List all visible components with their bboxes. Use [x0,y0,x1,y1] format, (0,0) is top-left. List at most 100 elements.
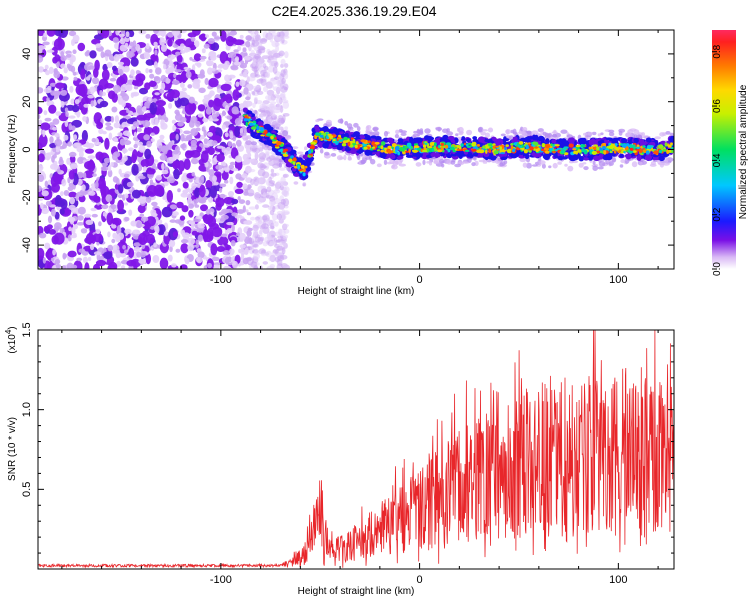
noise-blob [266,89,275,96]
signal-core [405,154,414,158]
noise-blob [41,207,49,215]
signal-halo [659,132,665,137]
noise-blob [242,47,247,53]
noise-blob [80,228,88,234]
signal-peak [638,148,643,154]
signal-peak [500,152,506,155]
noise-blob [203,129,207,137]
noise-blob [171,63,175,71]
noise-blob [243,220,249,225]
signal-halo [466,129,473,136]
signal-halo [370,158,376,165]
signal-halo [608,161,614,166]
signal-halo [250,141,257,146]
signal-peak [476,144,481,147]
noise-blob [282,173,289,178]
signal-peak [471,142,477,147]
noise-blob [68,182,74,187]
noise-blob [188,209,194,218]
signal-peak [449,146,455,151]
noise-blob [93,99,97,107]
signal-core [264,124,272,130]
noise-blob [182,181,189,189]
noise-blob [47,215,53,224]
noise-blob [116,225,121,233]
noise-blob [211,157,218,165]
noise-blob [58,158,64,166]
noise-blob [248,206,257,210]
noise-blob [268,241,277,246]
noise-blob [102,211,107,217]
noise-blob [82,256,88,264]
noise-blob [55,145,61,153]
noise-blob [38,153,45,163]
signal-core [503,136,507,143]
signal-halo [522,127,528,132]
noise-blob [149,179,154,186]
noise-blob [101,162,108,167]
noise-blob [71,39,75,46]
noise-blob [119,138,126,146]
signal-core [416,137,423,143]
noise-blob [135,73,146,83]
noise-blob [182,189,189,194]
noise-blob [117,93,121,102]
noise-blob [211,67,216,72]
noise-blob [239,34,244,39]
signal-halo [450,160,456,165]
noise-blob [126,109,130,114]
signal-peak [653,150,659,155]
signal-halo [597,166,604,170]
noise-blob [84,213,92,218]
noise-blob [168,102,173,109]
noise-blob [89,86,96,93]
noise-blob [173,73,177,79]
noise-blob [207,132,213,137]
noise-blob [235,81,240,87]
noise-blob [161,169,169,175]
noise-blob [107,244,114,252]
noise-blob [197,234,204,242]
signal-peak [523,149,528,154]
noise-blob [124,42,129,48]
signal-halo [428,161,433,166]
noise-blob [252,60,257,67]
noise-blob [225,93,233,104]
noise-blob [197,251,205,259]
noise-blob [46,97,50,102]
noise-blob [68,204,76,211]
noise-blob [243,87,249,95]
noise-blob [195,215,202,220]
signal-peak [397,151,401,156]
noise-blob [138,196,146,204]
noise-blob [75,193,79,202]
noise-blob [253,250,261,255]
noise-blob [207,216,217,227]
signal-halo [542,131,547,136]
noise-blob [270,172,277,177]
noise-blob [226,228,233,234]
noise-blob [38,87,44,94]
noise-blob [178,97,190,107]
noise-blob [124,216,130,222]
noise-blob [231,224,235,233]
noise-blob [189,57,193,61]
noise-blob [133,246,141,252]
noise-blob [211,31,217,37]
noise-blob [167,54,174,62]
signal-halo [415,162,422,167]
noise-blob [84,148,95,154]
signal-halo [419,128,424,133]
signal-peak [412,149,418,153]
noise-blob [73,134,78,141]
noise-blob [54,68,58,75]
noise-blob [267,94,274,102]
noise-blob [232,260,239,269]
signal-peak [664,142,668,147]
noise-blob [200,33,207,42]
noise-blob [81,130,88,142]
noise-blob [95,228,101,234]
signal-peak [314,135,318,140]
signal-peak [343,136,349,141]
signal-halo [519,157,527,163]
